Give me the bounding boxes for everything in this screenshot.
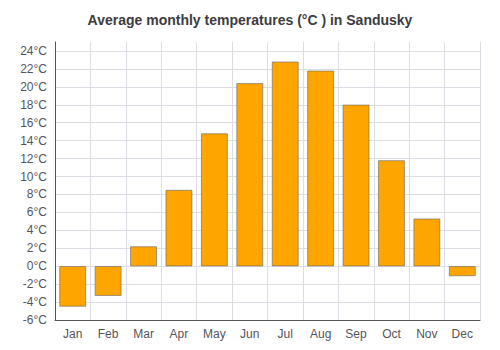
svg-text:Apr: Apr <box>170 327 189 341</box>
svg-text:10°C: 10°C <box>20 170 47 184</box>
svg-text:12°C: 12°C <box>20 152 47 166</box>
svg-text:Feb: Feb <box>98 327 119 341</box>
svg-text:-2°C: -2°C <box>23 277 47 291</box>
svg-text:Sep: Sep <box>345 327 367 341</box>
svg-text:20°C: 20°C <box>20 80 47 94</box>
svg-text:6°C: 6°C <box>27 205 47 219</box>
svg-text:Jun: Jun <box>240 327 259 341</box>
svg-text:May: May <box>203 327 226 341</box>
svg-text:24°C: 24°C <box>20 44 47 58</box>
svg-text:Jan: Jan <box>63 327 82 341</box>
svg-text:0°C: 0°C <box>27 259 47 273</box>
svg-text:Nov: Nov <box>416 327 437 341</box>
svg-text:Jul: Jul <box>278 327 293 341</box>
svg-text:22°C: 22°C <box>20 62 47 76</box>
svg-text:Mar: Mar <box>133 327 154 341</box>
svg-text:14°C: 14°C <box>20 134 47 148</box>
svg-text:2°C: 2°C <box>27 241 47 255</box>
svg-text:18°C: 18°C <box>20 98 47 112</box>
svg-text:Oct: Oct <box>382 327 401 341</box>
svg-text:-4°C: -4°C <box>23 295 47 309</box>
svg-text:Aug: Aug <box>310 327 331 341</box>
svg-text:Dec: Dec <box>452 327 473 341</box>
svg-text:8°C: 8°C <box>27 187 47 201</box>
svg-text:16°C: 16°C <box>20 116 47 130</box>
svg-text:4°C: 4°C <box>27 223 47 237</box>
svg-text:Average monthly temperatures (: Average monthly temperatures (°C ) in Sa… <box>88 12 413 28</box>
svg-text:-6°C: -6°C <box>23 313 47 327</box>
